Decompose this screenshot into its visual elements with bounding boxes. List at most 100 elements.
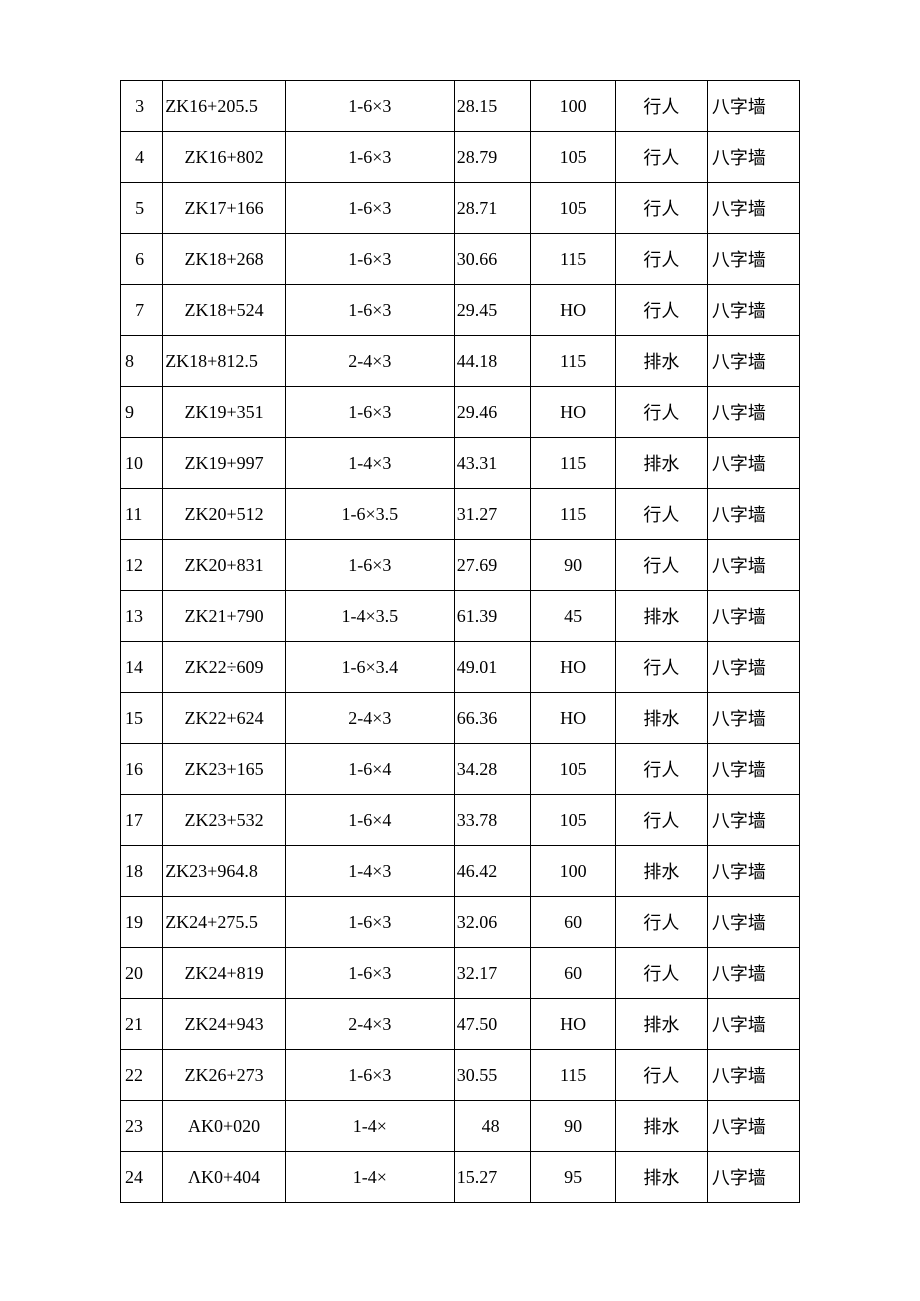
cell-index: 22 — [121, 1050, 163, 1101]
cell-code: ZK17+166 — [163, 183, 286, 234]
cell-index: 9 — [121, 387, 163, 438]
cell-code: ZK22÷609 — [163, 642, 286, 693]
cell-value-a: 47.50 — [454, 999, 531, 1050]
cell-spec: 1-6×3.4 — [285, 642, 454, 693]
cell-value-a: 27.69 — [454, 540, 531, 591]
cell-index: 13 — [121, 591, 163, 642]
cell-type: 行人 — [615, 1050, 707, 1101]
cell-code: ZK18+812.5 — [163, 336, 286, 387]
cell-value-a: 49.01 — [454, 642, 531, 693]
cell-note: 八字墙 — [707, 1101, 799, 1152]
table-row: 14ZK22÷6091-6×3.449.01HO行人八字墙 — [121, 642, 800, 693]
cell-spec: 1-4× — [285, 1152, 454, 1203]
cell-type: 行人 — [615, 948, 707, 999]
cell-index: 16 — [121, 744, 163, 795]
cell-value-b: HO — [531, 693, 615, 744]
cell-value-b: 115 — [531, 438, 615, 489]
cell-note: 八字墙 — [707, 795, 799, 846]
cell-type: 排水 — [615, 1101, 707, 1152]
cell-spec: 1-6×3 — [285, 81, 454, 132]
cell-type: 行人 — [615, 387, 707, 438]
cell-code: ZK22+624 — [163, 693, 286, 744]
cell-index: 23 — [121, 1101, 163, 1152]
cell-value-b: 45 — [531, 591, 615, 642]
table-row: 24ΛK0+4041-4×15.2795排水八字墙 — [121, 1152, 800, 1203]
cell-note: 八字墙 — [707, 897, 799, 948]
cell-index: 10 — [121, 438, 163, 489]
cell-value-b: 105 — [531, 795, 615, 846]
cell-code: ZK24+943 — [163, 999, 286, 1050]
cell-value-a: 30.55 — [454, 1050, 531, 1101]
cell-type: 行人 — [615, 540, 707, 591]
cell-spec: 1-4×3 — [285, 438, 454, 489]
table-row: 13ZK21+7901-4×3.561.3945排水八字墙 — [121, 591, 800, 642]
cell-code: ZK21+790 — [163, 591, 286, 642]
cell-value-b: 60 — [531, 897, 615, 948]
cell-value-b: 115 — [531, 234, 615, 285]
cell-note: 八字墙 — [707, 132, 799, 183]
cell-index: 20 — [121, 948, 163, 999]
cell-type: 排水 — [615, 846, 707, 897]
cell-note: 八字墙 — [707, 1050, 799, 1101]
table-row: 20ZK24+8191-6×332.1760行人八字墙 — [121, 948, 800, 999]
cell-spec: 1-6×3 — [285, 1050, 454, 1101]
cell-code: ZK26+273 — [163, 1050, 286, 1101]
cell-code: ZK23+532 — [163, 795, 286, 846]
cell-note: 八字墙 — [707, 999, 799, 1050]
cell-code: ZK19+997 — [163, 438, 286, 489]
cell-value-b: 95 — [531, 1152, 615, 1203]
cell-value-a: 30.66 — [454, 234, 531, 285]
cell-code: ZK23+165 — [163, 744, 286, 795]
table-row: 6ZK18+2681-6×330.66115行人八字墙 — [121, 234, 800, 285]
cell-index: 3 — [121, 81, 163, 132]
cell-type: 行人 — [615, 81, 707, 132]
cell-value-a: 43.31 — [454, 438, 531, 489]
cell-note: 八字墙 — [707, 591, 799, 642]
cell-note: 八字墙 — [707, 642, 799, 693]
cell-note: 八字墙 — [707, 81, 799, 132]
cell-type: 行人 — [615, 744, 707, 795]
cell-index: 24 — [121, 1152, 163, 1203]
table-row: 11ZK20+5121-6×3.531.27115行人八字墙 — [121, 489, 800, 540]
cell-type: 行人 — [615, 642, 707, 693]
cell-value-a: 66.36 — [454, 693, 531, 744]
cell-value-b: 90 — [531, 540, 615, 591]
data-table: 3ZK16+205.51-6×328.15100行人八字墙4ZK16+8021-… — [120, 80, 800, 1203]
cell-index: 21 — [121, 999, 163, 1050]
table-row: 15ZK22+6242-4×366.36HO排水八字墙 — [121, 693, 800, 744]
cell-spec: 1-6×4 — [285, 744, 454, 795]
cell-spec: 1-6×3 — [285, 132, 454, 183]
cell-value-a: 32.17 — [454, 948, 531, 999]
cell-code: ZK16+802 — [163, 132, 286, 183]
table-row: 5ZK17+1661-6×328.71105行人八字墙 — [121, 183, 800, 234]
cell-spec: 1-6×3.5 — [285, 489, 454, 540]
cell-value-a: 34.28 — [454, 744, 531, 795]
cell-value-b: 60 — [531, 948, 615, 999]
cell-value-a: 15.27 — [454, 1152, 531, 1203]
cell-value-b: 115 — [531, 1050, 615, 1101]
cell-spec: 1-6×3 — [285, 540, 454, 591]
cell-value-b: HO — [531, 387, 615, 438]
cell-type: 行人 — [615, 897, 707, 948]
cell-index: 8 — [121, 336, 163, 387]
cell-code: ZK20+831 — [163, 540, 286, 591]
cell-spec: 1-4× — [285, 1101, 454, 1152]
cell-value-b: 115 — [531, 489, 615, 540]
table-row: 18ZK23+964.81-4×346.42100排水八字墙 — [121, 846, 800, 897]
cell-code: ZK23+964.8 — [163, 846, 286, 897]
cell-spec: 1-6×3 — [285, 183, 454, 234]
table-row: 12ZK20+8311-6×327.6990行人八字墙 — [121, 540, 800, 591]
cell-index: 19 — [121, 897, 163, 948]
cell-type: 排水 — [615, 336, 707, 387]
cell-note: 八字墙 — [707, 438, 799, 489]
cell-value-b: HO — [531, 999, 615, 1050]
cell-type: 行人 — [615, 234, 707, 285]
cell-note: 八字墙 — [707, 183, 799, 234]
table-row: 16ZK23+1651-6×434.28105行人八字墙 — [121, 744, 800, 795]
table-row: 7ZK18+5241-6×329.45HO行人八字墙 — [121, 285, 800, 336]
cell-type: 排水 — [615, 999, 707, 1050]
cell-spec: 2-4×3 — [285, 336, 454, 387]
cell-value-a: 33.78 — [454, 795, 531, 846]
cell-code: AK0+020 — [163, 1101, 286, 1152]
cell-note: 八字墙 — [707, 336, 799, 387]
